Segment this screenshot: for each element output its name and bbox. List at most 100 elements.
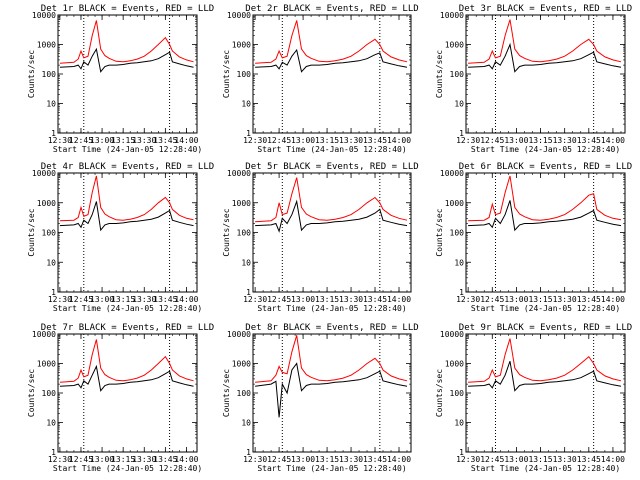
x-tick-label: 13:45 [153, 295, 177, 304]
series-line-events [255, 48, 408, 73]
axes-frame [57, 14, 198, 134]
series-line-events [468, 42, 622, 73]
y-tick-label: 100 [42, 389, 57, 398]
x-tick-label: 14:00 [387, 455, 411, 464]
series-line-events [255, 199, 408, 233]
y-axis-label: Counts/sec [222, 369, 231, 417]
x-axis-label: Start Time (24-Jan-05 12:28:40) [53, 304, 202, 313]
x-tick-label: 13:00 [90, 455, 114, 464]
series-line-lld [255, 177, 408, 223]
y-tick-label: 100 [450, 389, 465, 398]
panel-title: Det 8r BLACK = Events, RED = LLD [245, 323, 418, 333]
x-tick-label: 12:45 [267, 455, 291, 464]
x-tick-label: 13:00 [291, 295, 315, 304]
x-axis-label: Start Time (24-Jan-05 12:28:40) [257, 304, 406, 313]
axes-frame [57, 333, 198, 453]
x-tick-label: 13:30 [132, 295, 156, 304]
panel-title: Det 3r BLACK = Events, RED = LLD [459, 4, 632, 14]
y-tick-label: 1 [246, 288, 251, 297]
x-tick-label: 13:15 [111, 295, 135, 304]
y-tick-label: 1000 [37, 199, 56, 208]
x-tick-label: 14:00 [387, 136, 411, 145]
series-line-lld [468, 338, 622, 383]
y-tick-label: 10 [46, 258, 56, 267]
x-tick-label: 14:00 [601, 295, 625, 304]
y-tick-label: 1 [246, 129, 251, 138]
x-tick-label: 13:45 [363, 455, 387, 464]
series-line-events [468, 200, 622, 232]
y-tick-label: 1000 [445, 199, 464, 208]
panel-title: Det 9r BLACK = Events, RED = LLD [459, 323, 632, 333]
axes-frame [465, 172, 626, 293]
x-tick-label: 13:00 [504, 295, 528, 304]
panel-1r: Det 1r BLACK = Events, RED = LLD 1 10 100 10… [27, 4, 214, 154]
series-line-lld [59, 339, 194, 383]
series-line-lld [255, 20, 408, 64]
axes-frame [465, 14, 626, 134]
axes-frame [57, 172, 198, 293]
x-tick-label: 12:45 [480, 295, 504, 304]
panel-3r: Det 3r BLACK = Events, RED = LLD 1 10 100 10… [435, 4, 632, 154]
y-tick-label: 10000 [32, 169, 56, 178]
x-tick-label: 13:45 [153, 455, 177, 464]
y-tick-label: 10000 [440, 169, 464, 178]
series-line-events [59, 364, 194, 392]
x-axis-label: Start Time (24-Jan-05 12:28:40) [257, 145, 406, 154]
y-tick-label: 1 [51, 448, 56, 457]
series-line-lld [59, 175, 194, 222]
x-tick-label: 13:00 [504, 455, 528, 464]
x-tick-label: 14:00 [174, 136, 198, 145]
x-tick-label: 13:15 [315, 295, 339, 304]
x-tick-label: 13:15 [315, 455, 339, 464]
y-tick-label: 1 [459, 288, 464, 297]
panel-6r: Det 6r BLACK = Events, RED = LLD 1 10 100 10… [435, 162, 632, 313]
y-tick-label: 1000 [445, 360, 464, 369]
panel-5r: Det 5r BLACK = Events, RED = LLD 1 10 100 10… [222, 162, 419, 313]
y-tick-label: 100 [237, 229, 252, 238]
panel-title: Det 5r BLACK = Events, RED = LLD [245, 162, 418, 172]
x-axis-label: Start Time (24-Jan-05 12:28:40) [53, 145, 202, 154]
series-line-lld [468, 175, 622, 222]
x-tick-label: 13:00 [291, 455, 315, 464]
panel-title: Det 4r BLACK = Events, RED = LLD [41, 162, 214, 172]
y-tick-label: 1000 [232, 41, 251, 50]
x-tick-label: 13:30 [339, 136, 363, 145]
y-tick-label: 10000 [440, 11, 464, 20]
x-tick-label: 13:45 [577, 136, 601, 145]
series-line-events [59, 201, 194, 232]
x-tick-label: 13:15 [528, 295, 552, 304]
x-tick-label: 12:30 [456, 136, 480, 145]
x-tick-label: 13:30 [132, 455, 156, 464]
series-line-lld [59, 20, 194, 64]
axes-frame [252, 172, 412, 293]
x-tick-label: 12:30 [48, 136, 72, 145]
x-tick-label: 14:00 [601, 136, 625, 145]
y-tick-label: 1 [459, 129, 464, 138]
x-tick-label: 13:15 [111, 136, 135, 145]
x-tick-label: 13:00 [504, 136, 528, 145]
y-tick-label: 10 [454, 419, 464, 428]
y-tick-label: 10 [454, 100, 464, 109]
y-tick-label: 10000 [227, 330, 251, 339]
panel-title: Det 6r BLACK = Events, RED = LLD [459, 162, 632, 172]
x-tick-label: 12:45 [480, 136, 504, 145]
x-tick-label: 14:00 [174, 455, 198, 464]
x-tick-label: 13:30 [339, 455, 363, 464]
y-axis-label: Counts/sec [27, 50, 36, 98]
y-tick-label: 100 [450, 70, 465, 79]
x-tick-label: 12:30 [243, 295, 267, 304]
y-tick-label: 10 [241, 419, 251, 428]
y-tick-label: 1 [246, 448, 251, 457]
x-tick-label: 13:30 [553, 295, 577, 304]
y-tick-label: 1 [51, 288, 56, 297]
x-tick-label: 13:15 [528, 136, 552, 145]
y-tick-label: 10 [46, 100, 56, 109]
x-tick-label: 14:00 [387, 295, 411, 304]
y-tick-label: 1 [51, 129, 56, 138]
y-tick-label: 10 [241, 100, 251, 109]
y-tick-label: 1000 [37, 41, 56, 50]
x-axis-label: Start Time (24-Jan-05 12:28:40) [471, 304, 620, 313]
y-axis-label: Counts/sec [435, 369, 444, 417]
panel-4r: Det 4r BLACK = Events, RED = LLD 1 10 100 10… [27, 162, 214, 313]
y-tick-label: 100 [450, 229, 465, 238]
